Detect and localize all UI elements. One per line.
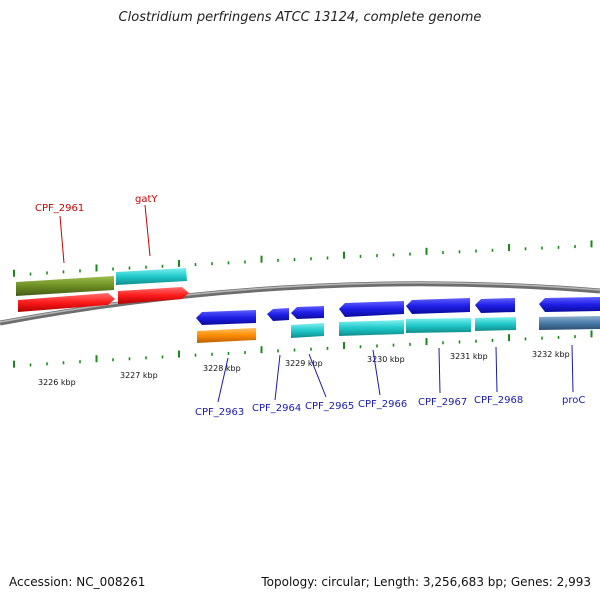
feature-cds-proc[interactable] xyxy=(539,316,600,330)
leader-line xyxy=(438,347,441,394)
gene-label-cpf-2965[interactable]: CPF_2965 xyxy=(305,401,354,412)
leader-line xyxy=(571,344,574,393)
map-title: Clostridium perfringens ATCC 13124, comp… xyxy=(118,10,482,25)
kbp-label: 3232 kbp xyxy=(532,350,570,359)
feature-gene-cpf-2968[interactable] xyxy=(475,298,515,313)
leader-line xyxy=(274,354,281,401)
feature-gene-cpf-2964[interactable] xyxy=(267,308,289,321)
feature-cds-cpf-2963[interactable] xyxy=(197,328,256,343)
upper-tick-row xyxy=(13,240,593,277)
gene-label-cpf-2967[interactable]: CPF_2967 xyxy=(418,397,467,408)
leader-line xyxy=(217,357,229,403)
gene-label-cpf-2961[interactable]: CPF_2961 xyxy=(35,203,84,214)
gene-label-cpf-2968[interactable]: CPF_2968 xyxy=(474,395,523,406)
genome-backbone-highlight xyxy=(0,282,600,323)
feature-gene-cpf-2966[interactable] xyxy=(339,301,404,317)
genome-backbone xyxy=(0,281,600,326)
feature-gene-cpf-2965[interactable] xyxy=(291,306,324,319)
feature-gene-cpf-2967[interactable] xyxy=(406,298,470,314)
feature-cds-gaty[interactable] xyxy=(116,268,187,285)
label-leaders xyxy=(59,204,574,403)
feature-cds-cpf-2967[interactable] xyxy=(406,318,471,333)
kbp-label: 3228 kbp xyxy=(203,364,241,373)
accession-text: Accession: NC_008261 xyxy=(9,575,146,589)
kbp-label: 3227 kbp xyxy=(120,371,158,380)
gene-label-cpf-2963[interactable]: CPF_2963 xyxy=(195,407,244,418)
leader-line xyxy=(144,204,151,257)
gene-label-cpf-2966[interactable]: CPF_2966 xyxy=(358,399,407,410)
feature-cds-cpf-2966[interactable] xyxy=(339,320,404,336)
gene-labels: CPF_2961 gatY CPF_2963 CPF_2964 CPF_2965… xyxy=(35,194,585,418)
feature-gene-cpf-2961[interactable] xyxy=(18,293,115,312)
kbp-label: 3230 kbp xyxy=(367,355,405,364)
genome-stats-text: Topology: circular; Length: 3,256,683 bp… xyxy=(261,575,591,589)
feature-gene-gaty[interactable] xyxy=(118,287,189,304)
leader-line xyxy=(372,349,381,396)
kbp-labels: 3226 kbp 3227 kbp 3228 kbp 3229 kbp 3230… xyxy=(38,350,570,387)
kbp-label: 3229 kbp xyxy=(285,359,323,368)
feature-gene-proc[interactable] xyxy=(539,297,600,312)
kbp-label: 3231 kbp xyxy=(450,352,488,361)
leader-line xyxy=(59,215,65,264)
gene-label-cpf-2964[interactable]: CPF_2964 xyxy=(252,403,301,414)
feature-cds-cpf-2965[interactable] xyxy=(291,323,324,338)
feature-cds-cpf-2961[interactable] xyxy=(16,276,114,296)
leader-line xyxy=(308,353,327,398)
feature-gene-cpf-2963[interactable] xyxy=(196,310,256,325)
gene-label-proc[interactable]: proC xyxy=(562,395,585,406)
leader-line xyxy=(495,346,498,393)
kbp-label: 3226 kbp xyxy=(38,378,76,387)
gene-label-gaty[interactable]: gatY xyxy=(135,194,158,205)
feature-cds-cpf-2968[interactable] xyxy=(475,317,516,331)
lower-tick-row xyxy=(13,330,593,368)
